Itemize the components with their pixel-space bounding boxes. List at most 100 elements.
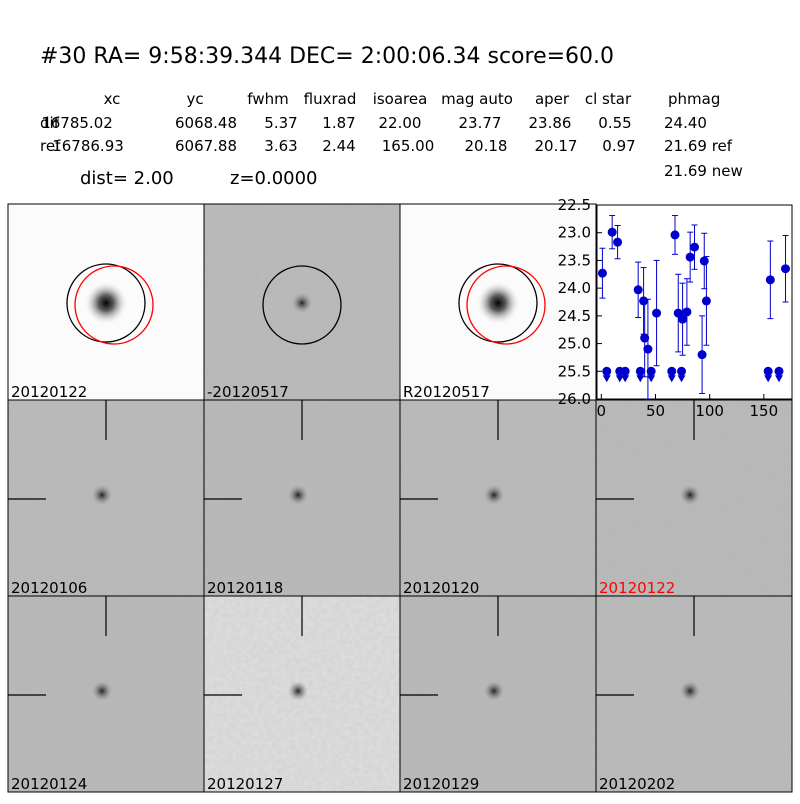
x-tick-label: 150 [750, 402, 779, 420]
cell: 5.37 [264, 114, 297, 132]
upper-limit [667, 366, 677, 383]
ref-circle [66, 263, 146, 343]
limit-arrow [621, 375, 630, 383]
new-circle [74, 265, 154, 345]
limit-arrow [667, 375, 676, 383]
thumb-label: 20120124 [11, 775, 87, 793]
thumbnail: 20120129 [399, 595, 597, 793]
star [680, 485, 700, 505]
ref-circle [458, 263, 538, 343]
point [701, 296, 711, 306]
z: z=0.0000 [230, 168, 318, 189]
column-header: fluxrad [304, 90, 357, 108]
ref-circle [262, 265, 342, 345]
cell: 23.86 [529, 114, 572, 132]
cell: 0.55 [598, 114, 631, 132]
thumbnail: 20120122 [595, 399, 793, 597]
star [292, 293, 312, 313]
star [288, 681, 308, 701]
thumb-label: -20120517 [207, 383, 289, 401]
limit-point [602, 366, 612, 376]
point [640, 333, 650, 343]
upper-limit [620, 366, 630, 383]
cell: 16786.93 [52, 137, 124, 155]
thumb-label: R20120517 [403, 383, 490, 401]
y-tick-label: 25.0 [558, 335, 591, 353]
new-circle [466, 265, 546, 345]
cell: 0.97 [602, 137, 635, 155]
upper-limit [646, 366, 656, 383]
limit-point [667, 366, 677, 376]
point [678, 314, 688, 324]
thumbnail: 20120118 [203, 399, 401, 597]
star [484, 485, 504, 505]
column-header: phmag [668, 90, 720, 108]
star [92, 485, 112, 505]
point [613, 237, 623, 247]
point [697, 350, 707, 360]
point [670, 230, 680, 240]
y-tick-label: 26.0 [558, 390, 591, 408]
y-tick-label: 25.5 [558, 362, 591, 380]
point [685, 252, 695, 262]
thumb-label: 20120127 [207, 775, 283, 793]
thumbnail: 20120124 [7, 595, 205, 793]
limit-point [677, 366, 686, 376]
limit-arrow [764, 375, 773, 383]
thumbnail: -20120517 [203, 203, 401, 401]
limit-arrow [636, 375, 645, 383]
upper-limit [774, 366, 784, 383]
y-tick-label: 23.0 [558, 224, 591, 242]
limit-arrow [677, 375, 686, 383]
y-tick-label: 22.5 [558, 196, 591, 214]
upper-limit [635, 366, 645, 383]
limit-point [646, 366, 656, 376]
point [639, 296, 649, 306]
thumbnail: 20120122 [7, 203, 205, 401]
cell: 165.00 [382, 137, 435, 155]
limit-point [763, 366, 773, 376]
cell: 6068.48 [175, 114, 237, 132]
cell: 3.63 [264, 137, 297, 155]
limit-arrow [602, 375, 611, 383]
column-header: isoarea [373, 90, 428, 108]
star [680, 681, 700, 701]
x-tick-label: 100 [695, 402, 724, 420]
point [633, 285, 643, 295]
cell: 6067.88 [175, 137, 237, 155]
column-header: cl star [585, 90, 632, 108]
column-header: fwhm [247, 90, 288, 108]
cell: 2.44 [322, 137, 355, 155]
cell: 23.77 [459, 114, 502, 132]
limit-arrow [647, 375, 656, 383]
star [92, 681, 112, 701]
star [84, 281, 128, 325]
column-header: aper [535, 90, 570, 108]
column-header: mag auto [441, 90, 513, 108]
limit-point [620, 366, 630, 376]
y-tick-label: 24.5 [558, 307, 591, 325]
thumbnail: 20120120 [399, 399, 597, 597]
cell: 21.69 ref [664, 137, 733, 155]
upper-limit [677, 366, 686, 383]
thumb-label: 20120202 [599, 775, 675, 793]
point [597, 268, 607, 278]
thumbnail: R20120517 [399, 203, 597, 401]
thumb-label: 20120129 [403, 775, 479, 793]
column-header: yc [186, 90, 203, 108]
limit-arrow [775, 375, 783, 383]
thumb-frame [595, 595, 793, 793]
thumb-label: 20120120 [403, 579, 479, 597]
thumbnail: 20120106 [7, 399, 205, 597]
star [288, 485, 308, 505]
y-tick-label: 23.5 [558, 251, 591, 269]
cell: 16785.02 [41, 114, 113, 132]
thumbnail: 20120127 [203, 595, 401, 793]
point [699, 256, 709, 266]
limit-arrow [615, 375, 624, 383]
limit-point [635, 366, 645, 376]
point [643, 344, 653, 354]
title: #30 RA= 9:58:39.344 DEC= 2:00:06.34 scor… [40, 44, 614, 69]
thumb-label: 20120106 [11, 579, 87, 597]
